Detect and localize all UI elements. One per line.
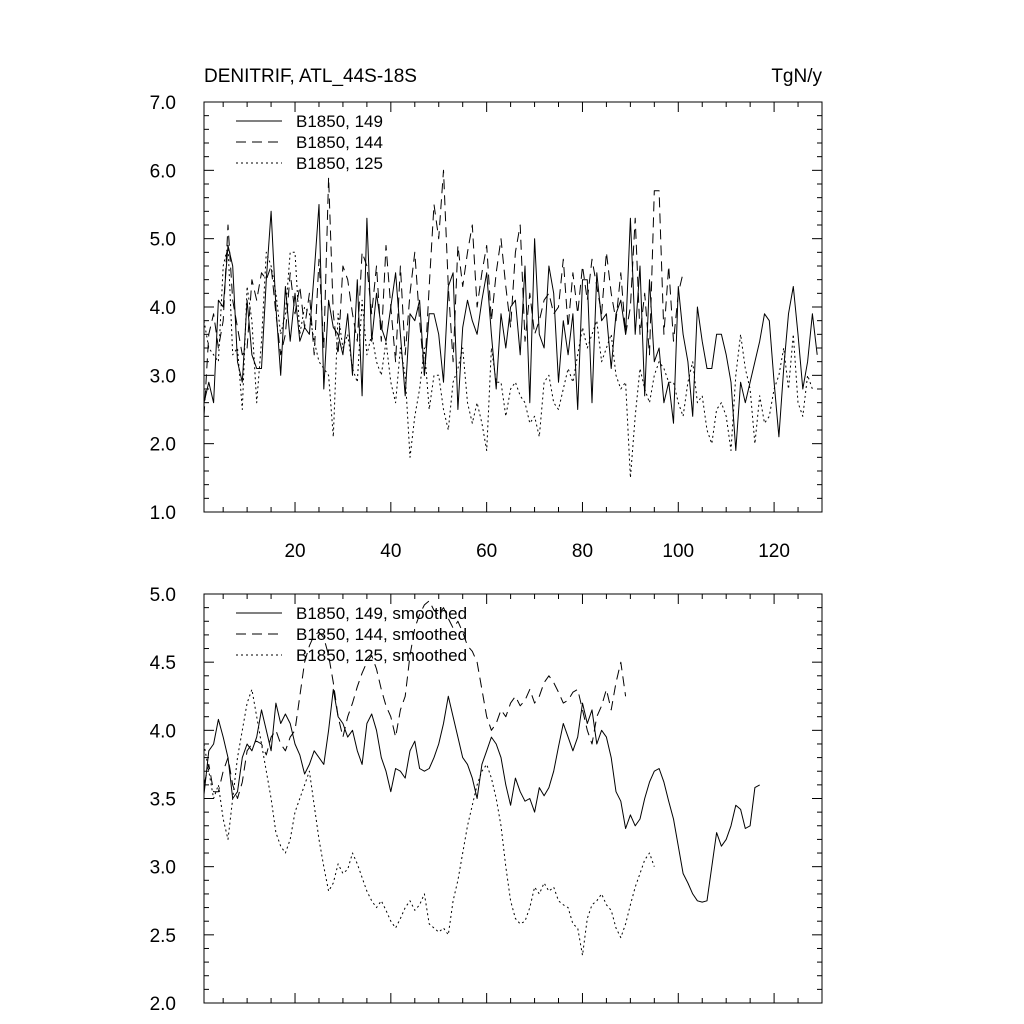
- y-tick-label: 2.5: [150, 926, 176, 947]
- y-tick-label: 3.5: [150, 790, 176, 811]
- legend-label-1: B1850, 149, smoothed: [296, 604, 467, 623]
- bottom-panel: 2.0 2.5 3.0 3.5 4.0 4.5 5.0 B1850, 149, smoothe…: [150, 585, 823, 1015]
- y-tick-label: 4.0: [150, 298, 176, 319]
- y-tick-label: 1.0: [150, 503, 176, 524]
- series-line-1: [203, 688, 760, 903]
- y-tick-label: 6.0: [150, 161, 176, 182]
- y-tick-label: 2.0: [150, 435, 176, 456]
- legend-label-2: B1850, 144, smoothed: [296, 625, 467, 644]
- legend-label-3: B1850, 125, smoothed: [296, 646, 467, 665]
- chart-units: TgN/y: [771, 66, 822, 87]
- y-tick-label: 3.0: [150, 366, 176, 387]
- x-tick-label: 120: [758, 541, 790, 562]
- x-tick-label: 60: [476, 541, 497, 562]
- x-tick-label: 40: [380, 541, 401, 562]
- legend-label-2: B1850, 144: [296, 133, 383, 152]
- series-line-3: [203, 688, 655, 956]
- legend-label-1: B1850, 149: [296, 112, 383, 131]
- top-panel: 1.0 2.0 3.0 4.0 5.0 6.0 7.0 20 40 60 80 100 120 B1850…: [150, 93, 823, 562]
- series-line-3: [203, 245, 813, 479]
- y-tick-label: 5.0: [150, 585, 176, 606]
- x-tick-label: 100: [662, 541, 694, 562]
- legend-label-3: B1850, 125: [296, 154, 383, 173]
- y-tick-label: 4.0: [150, 721, 176, 742]
- y-tick-label: 5.0: [150, 230, 176, 251]
- series-line-1: [203, 204, 818, 451]
- x-tick-label: 20: [284, 541, 305, 562]
- y-tick-label: 2.0: [150, 994, 176, 1015]
- y-tick-label: 3.0: [150, 858, 176, 879]
- series-line-2: [203, 600, 627, 799]
- series-line-2: [203, 169, 684, 417]
- y-tick-label: 7.0: [150, 93, 176, 114]
- y-tick-label: 4.5: [150, 653, 176, 674]
- chart-title: DENITRIF, ATL_44S-18S: [204, 66, 417, 87]
- x-tick-label: 80: [572, 541, 593, 562]
